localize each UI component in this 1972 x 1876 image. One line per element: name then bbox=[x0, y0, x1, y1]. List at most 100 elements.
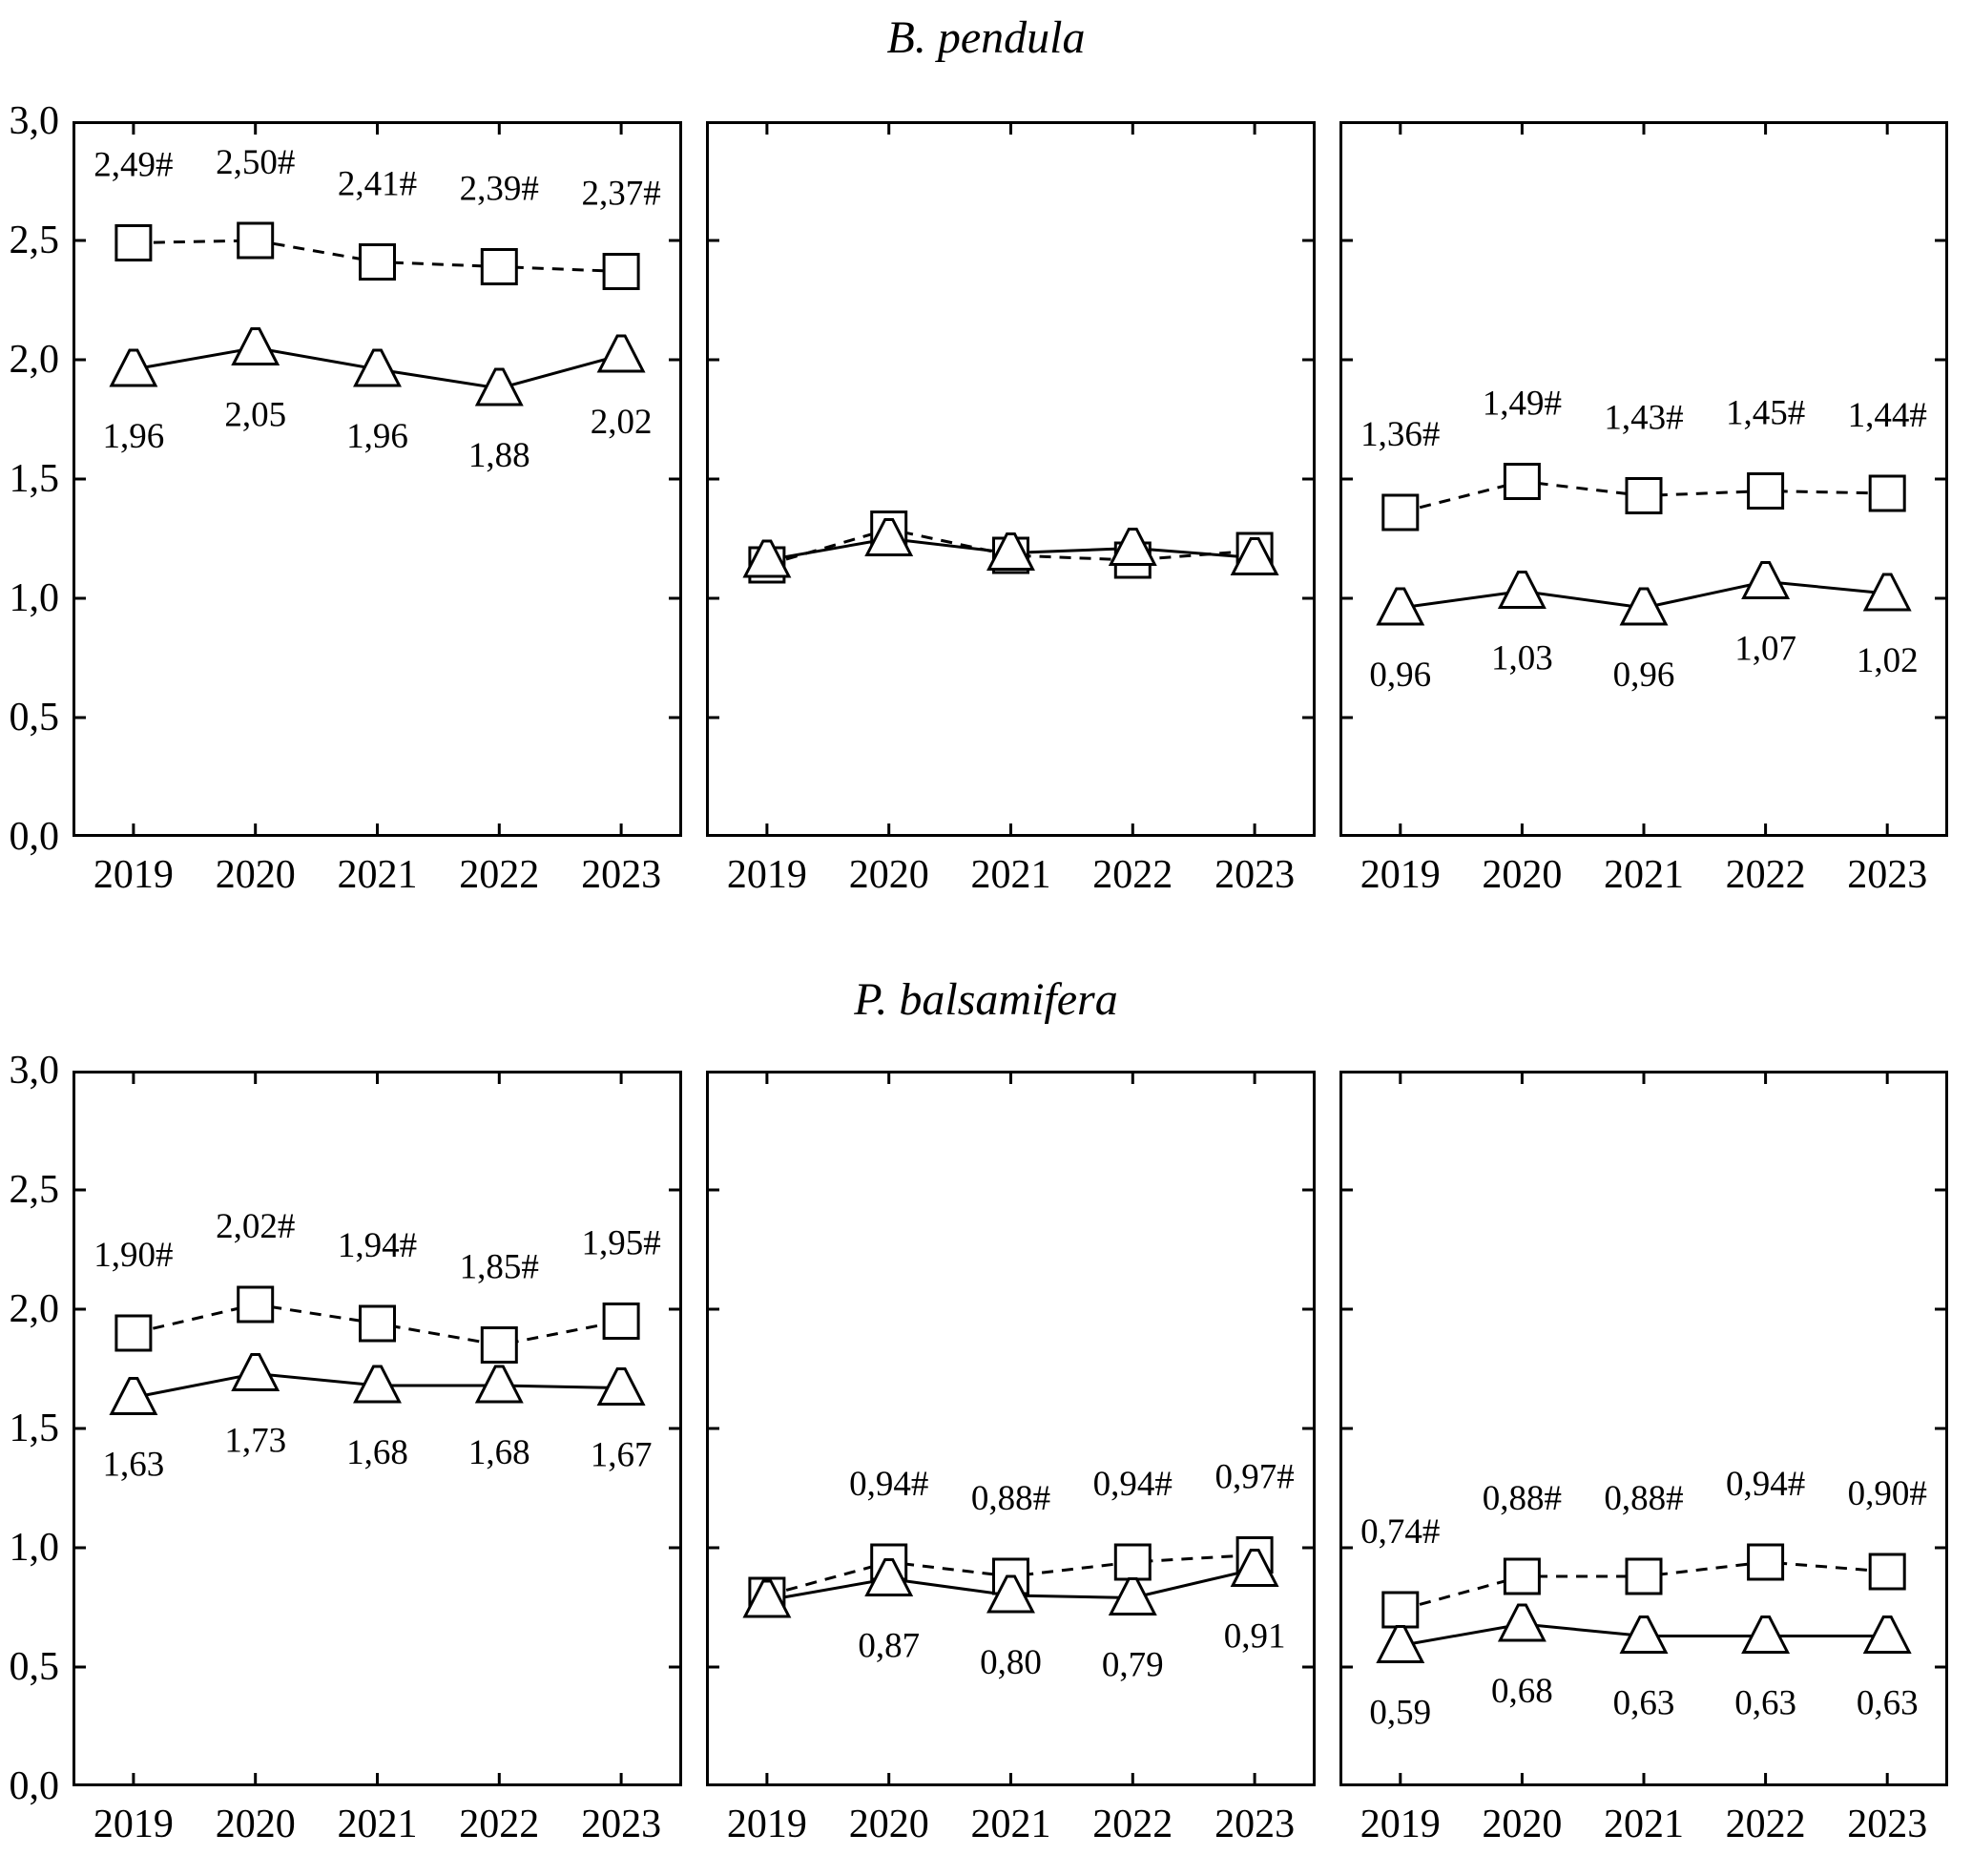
square-value-label: 1,44# bbox=[1848, 396, 1927, 435]
square-value-label: 2,39# bbox=[460, 170, 539, 209]
chart-panel-p-middle: 0,94# 0,88# 0,94# 0,97# 0,87 0,80 0,79 0,91 bbox=[706, 1071, 1316, 1786]
square-value-label: 1,45# bbox=[1726, 394, 1805, 433]
chart-panel-p-left: 1,90# 2,02# 1,94# 1,85# 1,95# 1,63 1,73 1,68 1,6… bbox=[73, 1071, 682, 1786]
y-axis-label: 3,0 bbox=[9, 1049, 60, 1093]
triangle-value-label: 0,96 bbox=[1613, 656, 1675, 695]
chart-panel-b-right: 1,36# 1,49# 1,43# 1,45# 1,44# 0,96 1,03 0,96 1,0… bbox=[1339, 121, 1948, 837]
y-axis-label: 2,5 bbox=[9, 219, 60, 262]
x-axis-label: 2022 bbox=[1092, 1803, 1173, 1846]
x-axis-label: 2023 bbox=[1214, 1803, 1296, 1846]
triangle-marker bbox=[1741, 1615, 1791, 1654]
triangle-marker bbox=[864, 1558, 914, 1596]
square-marker bbox=[602, 1303, 640, 1340]
x-axis-label: 2022 bbox=[1725, 1803, 1806, 1846]
square-marker bbox=[1625, 477, 1663, 514]
triangle-marker bbox=[109, 348, 158, 387]
y-axis-label: 0,0 bbox=[9, 1764, 60, 1808]
x-axis-label: 2022 bbox=[1092, 853, 1173, 897]
triangle-marker bbox=[1741, 561, 1791, 599]
square-marker bbox=[480, 248, 518, 285]
square-value-label: 2,41# bbox=[338, 165, 417, 204]
square-value-label: 1,95# bbox=[581, 1224, 660, 1263]
square-marker bbox=[602, 253, 640, 290]
square-value-label: 1,90# bbox=[93, 1236, 173, 1275]
square-value-label: 0,94# bbox=[849, 1465, 928, 1504]
triangle-value-label: 0,87 bbox=[858, 1627, 920, 1666]
row-title-b-pendula: B. pendula bbox=[886, 12, 1086, 63]
triangle-value-label: 1,96 bbox=[346, 417, 408, 456]
x-axis-label: 2022 bbox=[1725, 853, 1806, 897]
triangle-marker bbox=[231, 327, 280, 365]
square-marker bbox=[1503, 1557, 1541, 1595]
panel-frame bbox=[1339, 1071, 1948, 1786]
x-axis-label: 2022 bbox=[459, 853, 540, 897]
triangle-value-label: 1,03 bbox=[1491, 639, 1553, 678]
square-marker bbox=[1868, 1553, 1906, 1591]
x-axis-label: 2021 bbox=[970, 1803, 1051, 1846]
x-axis-label: 2021 bbox=[337, 853, 418, 897]
x-axis-label: 2020 bbox=[1482, 1803, 1563, 1846]
triangle-marker bbox=[596, 1367, 646, 1406]
square-marker bbox=[1381, 493, 1420, 532]
square-value-label: 2,50# bbox=[216, 143, 295, 182]
panel-frame bbox=[73, 1071, 682, 1786]
triangle-marker bbox=[1862, 573, 1912, 612]
triangle-marker bbox=[1619, 1615, 1669, 1654]
triangle-value-label: 1,02 bbox=[1857, 641, 1919, 680]
y-axis-label: 1,5 bbox=[9, 1407, 60, 1450]
x-axis-label: 2019 bbox=[726, 853, 807, 897]
x-axis-label: 2023 bbox=[581, 853, 662, 897]
x-axis-label: 2020 bbox=[215, 1803, 296, 1846]
triangle-marker bbox=[1230, 537, 1279, 575]
triangle-value-label: 0,68 bbox=[1491, 1672, 1553, 1711]
square-value-label: 1,94# bbox=[338, 1226, 417, 1265]
triangle-marker bbox=[1230, 1549, 1279, 1587]
y-axis-label: 0,0 bbox=[9, 815, 60, 859]
triangle-value-label: 1,07 bbox=[1734, 630, 1796, 669]
triangle-marker bbox=[474, 367, 524, 406]
triangle-marker bbox=[1619, 587, 1669, 626]
square-value-label: 0,88# bbox=[1483, 1479, 1562, 1518]
triangle-value-label: 0,80 bbox=[980, 1643, 1042, 1682]
square-value-label: 0,90# bbox=[1848, 1474, 1927, 1513]
x-axis-label: 2023 bbox=[1214, 853, 1296, 897]
triangle-marker bbox=[353, 348, 402, 387]
square-marker bbox=[1503, 463, 1541, 500]
square-marker bbox=[237, 1285, 275, 1324]
y-axis-label: 0,5 bbox=[9, 1645, 60, 1689]
triangle-marker bbox=[742, 1579, 792, 1618]
square-marker bbox=[114, 224, 153, 261]
square-value-label: 0,94# bbox=[1726, 1465, 1805, 1504]
x-axis-label: 2020 bbox=[215, 853, 296, 897]
y-axis-label: 1,5 bbox=[9, 457, 60, 501]
y-axis-label: 1,0 bbox=[9, 1526, 60, 1570]
triangle-value-label: 1,73 bbox=[224, 1422, 286, 1461]
triangle-value-label: 2,02 bbox=[591, 403, 653, 442]
square-marker bbox=[1747, 1543, 1785, 1581]
square-value-label: 0,88# bbox=[1604, 1479, 1683, 1518]
chart-panel-b-left: 2,49# 2,50# 2,41# 2,39# 2,37# 1,96 2,05 1,96 1,8… bbox=[73, 121, 682, 837]
triangle-marker bbox=[986, 532, 1035, 571]
triangle-marker bbox=[986, 1574, 1035, 1614]
square-value-label: 0,94# bbox=[1093, 1465, 1173, 1504]
y-axis-label: 0,5 bbox=[9, 696, 60, 740]
x-axis-label: 2020 bbox=[848, 853, 929, 897]
triangle-value-label: 1,63 bbox=[103, 1446, 165, 1485]
square-marker bbox=[237, 221, 275, 260]
chart-panel-b-middle bbox=[706, 121, 1316, 837]
triangle-marker bbox=[1376, 1625, 1425, 1663]
x-axis-label: 2019 bbox=[1360, 1803, 1441, 1846]
triangle-value-label: 2,05 bbox=[224, 396, 286, 435]
triangle-marker bbox=[864, 518, 914, 556]
triangle-value-label: 1,88 bbox=[468, 436, 530, 475]
triangle-marker bbox=[1108, 528, 1157, 566]
triangle-marker bbox=[474, 1365, 524, 1404]
square-value-label: 2,02# bbox=[216, 1207, 295, 1246]
x-axis-label: 2019 bbox=[1360, 853, 1441, 897]
triangle-marker bbox=[231, 1353, 280, 1391]
square-marker bbox=[1625, 1557, 1663, 1595]
triangle-marker bbox=[742, 539, 792, 578]
square-value-label: 2,37# bbox=[581, 175, 660, 214]
x-axis-label: 2019 bbox=[93, 1803, 174, 1846]
y-axis-label: 2,0 bbox=[9, 338, 60, 382]
